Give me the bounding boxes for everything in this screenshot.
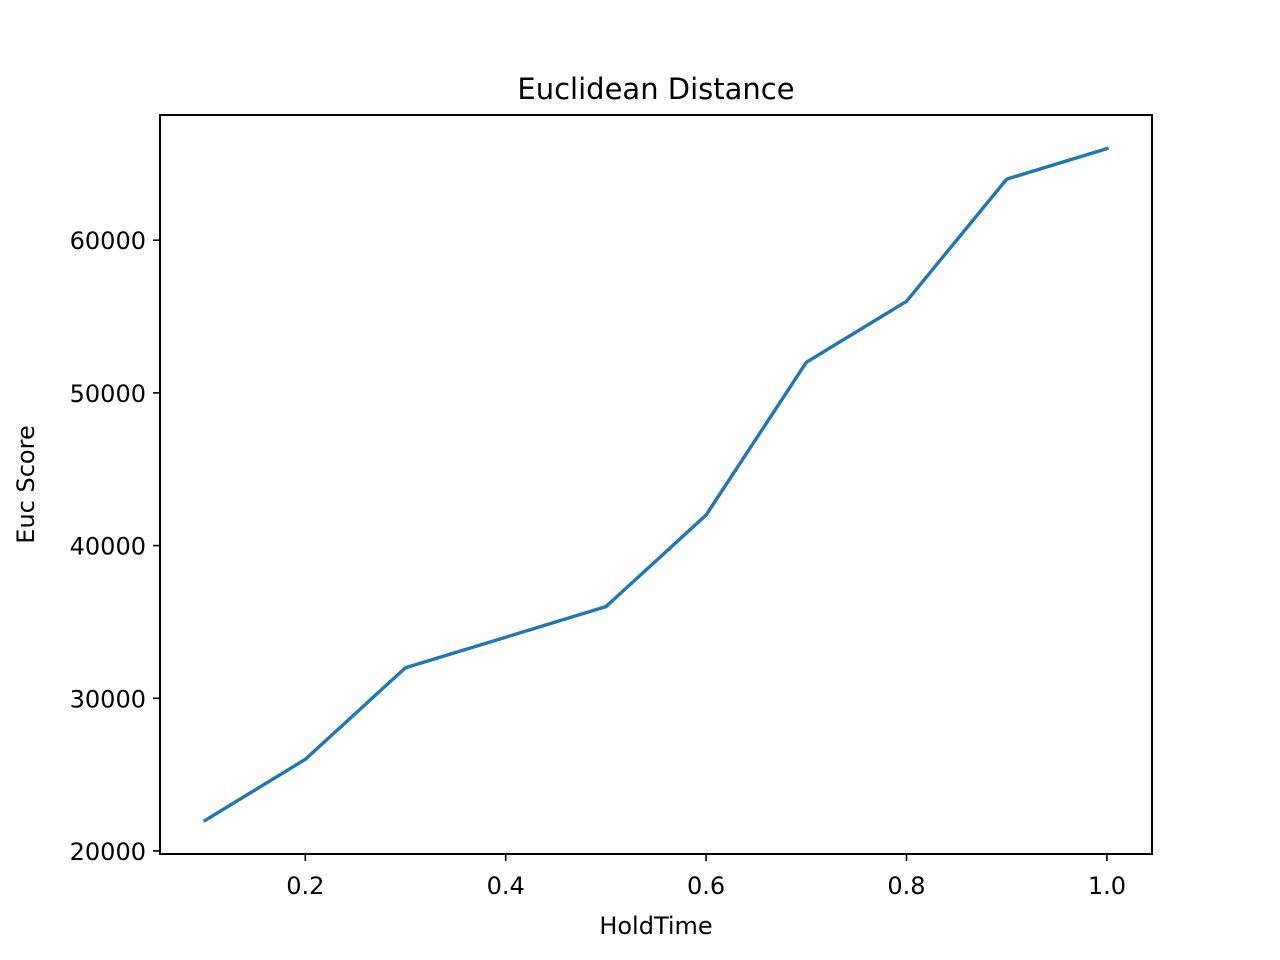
- plot-frame: [159, 114, 1153, 855]
- x-tick-label: 0.2: [286, 872, 324, 900]
- x-tick-label: 0.8: [887, 872, 925, 900]
- y-tick-label: 30000: [70, 685, 146, 713]
- y-tick-label: 50000: [70, 380, 146, 408]
- plot-area: [160, 115, 1152, 854]
- y-tick-label: 60000: [70, 227, 146, 255]
- x-axis-ticks: 0.2 0.4 0.6 0.8 1.0: [286, 854, 1126, 900]
- y-tick-label: 20000: [70, 838, 146, 866]
- y-tick-label: 40000: [70, 533, 146, 561]
- chart-title: Euclidean Distance: [517, 72, 794, 106]
- y-axis-ticks: 20000 30000 40000 50000 60000: [70, 227, 160, 866]
- series-layer: [202, 146, 1110, 823]
- y-axis-label: Euc Score: [12, 425, 40, 543]
- x-tick-label: 1.0: [1088, 872, 1126, 900]
- x-tick-label: 0.4: [487, 872, 525, 900]
- series-line: [202, 146, 1110, 823]
- x-axis-label: HoldTime: [599, 912, 712, 940]
- x-tick-label: 0.6: [687, 872, 725, 900]
